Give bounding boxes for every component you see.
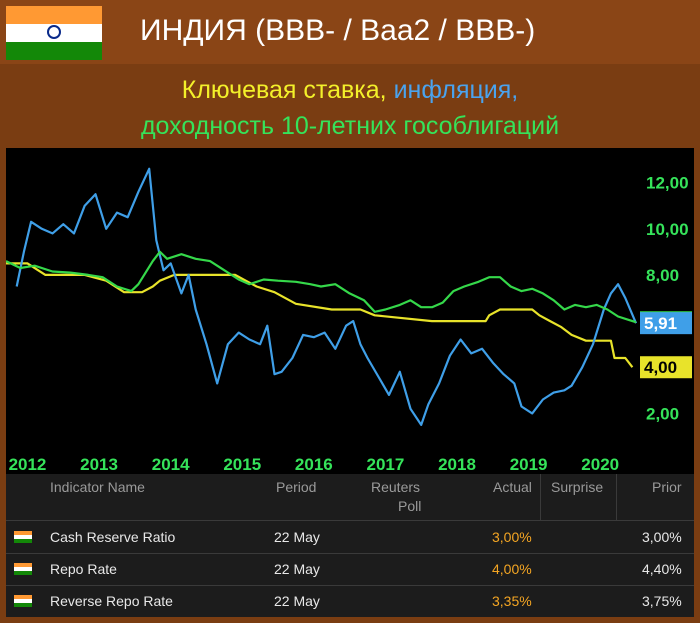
row-actual: 4,00% (492, 561, 532, 577)
x-tick-label: 2014 (152, 455, 190, 474)
x-tick-label: 2013 (80, 455, 118, 474)
row-prior: 3,00% (642, 529, 682, 545)
ashoka-chakra-icon (47, 25, 61, 39)
header-indicator: Indicator Name (50, 479, 145, 495)
india-flag-icon (6, 6, 102, 60)
row-period: 22 May (274, 593, 320, 609)
x-tick-label: 2020 (581, 455, 619, 474)
y-tick-label: 12,00 (646, 174, 689, 193)
x-tick-label: 2018 (438, 455, 476, 474)
header-bar: ИНДИЯ (BBB- / Baa2 / BBB-) (0, 0, 700, 64)
series-line-rate (6, 262, 634, 368)
row-prior: 3,75% (642, 593, 682, 609)
table-header: Indicator Name Period Reuters Poll Actua… (6, 474, 694, 520)
y-tick-label: 10,00 (646, 220, 689, 239)
x-tick-label: 2016 (295, 455, 333, 474)
subtitle-bond-yield: доходность 10-летних гособлигаций (140, 112, 560, 140)
series-line-inflation (15, 167, 638, 426)
subtitle-rate: Ключевая ставка, (181, 76, 387, 104)
row-actual: 3,35% (492, 593, 532, 609)
row-prior: 4,40% (642, 561, 682, 577)
header-prior: Prior (652, 479, 682, 495)
row-indicator: Cash Reserve Ratio (50, 529, 176, 545)
table-row: Repo Rate 22 May 4,00% 4,40% (6, 554, 694, 585)
table-row: Reverse Repo Rate 22 May 3,35% 3,75% (6, 586, 694, 617)
x-tick-label: 2015 (223, 455, 261, 474)
row-period: 22 May (274, 529, 320, 545)
subtitle-inflation: инфляция, (393, 76, 519, 104)
value-label-box (640, 312, 692, 335)
chart-panel: 2012 2013 2014 2015 2016 2017 2018 2019 2020 12,0… (5, 148, 694, 478)
india-flag-icon (14, 595, 32, 607)
row-indicator: Repo Rate (50, 561, 117, 577)
page-title: ИНДИЯ (BBB- / Baa2 / BBB-) (140, 14, 536, 47)
india-flag-icon (14, 531, 32, 543)
header-period: Period (276, 479, 317, 495)
header-surprise: Surprise (551, 479, 604, 495)
y-tick-label: 8,00 (646, 266, 679, 285)
indicator-table: Indicator Name Period Reuters Poll Actua… (6, 474, 694, 617)
header-poll: Poll (398, 498, 422, 514)
x-tick-label: 2012 (9, 455, 47, 474)
row-indicator: Reverse Repo Rate (50, 593, 173, 609)
table-row: Cash Reserve Ratio 22 May 3,00% 3,00% (6, 522, 694, 553)
x-tick-label: 2019 (510, 455, 548, 474)
series-line-bond_yield (5, 250, 637, 324)
line-chart: 2012 2013 2014 2015 2016 2017 2018 2019 2020 12,0… (5, 167, 692, 474)
value-label: 4,00 (644, 358, 677, 377)
x-tick-label: 2017 (367, 455, 405, 474)
y-tick-label: 2,00 (646, 404, 679, 423)
chart-subtitle: Ключевая ставка, инфляция, доходность 10… (0, 72, 700, 144)
india-flag-icon (14, 563, 32, 575)
value-label: 5,91 (644, 314, 677, 333)
row-actual: 3,00% (492, 529, 532, 545)
header-actual: Actual (493, 479, 532, 495)
value-label-box (640, 356, 692, 379)
row-period: 22 May (274, 561, 320, 577)
header-reuters: Reuters (371, 479, 421, 495)
